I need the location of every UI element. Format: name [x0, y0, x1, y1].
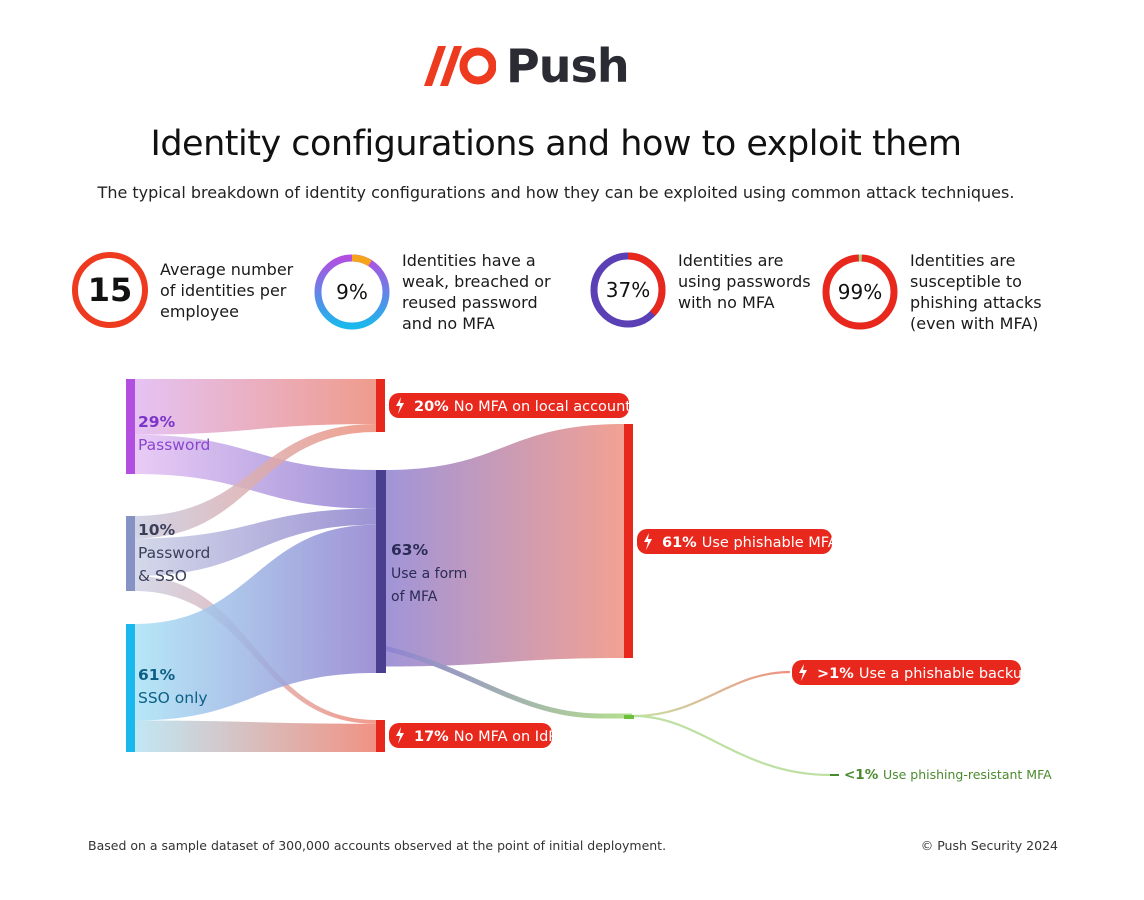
svg-text:17% No MFA on IdP: 17% No MFA on IdP — [414, 729, 557, 745]
sankey-node-split — [624, 715, 634, 719]
resistant-marker — [830, 774, 839, 776]
stat-description: Identities are susceptible to phishing att… — [910, 251, 1042, 333]
stat-phishing-susceptible: 99% Identities are susceptible to phishing… — [820, 250, 1042, 334]
stat-password-no-mfa: 37% Identities are using passwords with no… — [588, 250, 811, 330]
stat-description: Identities have a weak, breached or reused… — [402, 251, 551, 333]
sankey-links — [134, 379, 831, 777]
sankey-node-local — [376, 379, 385, 432]
sankey-link-password-local — [134, 379, 376, 435]
stat-donut-icon: 37% — [590, 252, 666, 328]
exploit-pill-local: 20% No MFA on local account — [389, 393, 631, 418]
svg-text:>1% Use a phishable backup: >1% Use a phishable backup — [817, 666, 1031, 682]
lightning-icon — [799, 664, 807, 681]
sankey-node-sso — [126, 624, 135, 752]
sankey-node-pw_sso — [126, 516, 135, 591]
sankey-link-mfa-split — [383, 645, 632, 719]
stat-ring-icon: 15 — [72, 252, 148, 328]
sankey-node-mfa — [376, 470, 386, 673]
sankey-label-pw_sso: 10% Password & SSO — [138, 521, 210, 585]
exploit-pill-backup: >1% Use a phishable backup — [792, 660, 1031, 685]
sankey-link-mfa-phishable — [384, 424, 624, 667]
sankey-link-mfa-resistant — [633, 714, 831, 777]
stat-value: 9% — [336, 280, 368, 304]
lightning-icon — [396, 727, 404, 744]
sankey-label-mfa: 63% Use a form of MFA — [391, 541, 467, 605]
page-title: Identity configurations and how to explo… — [150, 124, 962, 164]
page-subtitle: The typical breakdown of identity config… — [97, 183, 1015, 202]
sankey-link-pw_sso-mfa — [134, 508, 376, 576]
stat-value: 37% — [606, 278, 650, 302]
stat-description: Average number of identities per employee — [160, 259, 294, 321]
footer-copyright: © Push Security 2024 — [920, 838, 1058, 853]
exploit-pill-phishable: 61% Use phishable MFA — [637, 529, 838, 554]
brand-name: Push — [506, 39, 630, 93]
svg-text:20% No MFA on local account: 20% No MFA on local account — [414, 399, 631, 415]
stat-donut-icon: 9% — [314, 254, 390, 330]
sankey-node-phishable — [624, 424, 633, 658]
stat-donut-icon: 99% — [822, 254, 898, 330]
lightning-icon — [396, 397, 404, 414]
sankey-label-resistant: <1% Use phishing-resistant MFA — [844, 767, 1052, 783]
push-logo: Push — [414, 39, 630, 93]
sankey-nodes — [126, 379, 633, 752]
lightning-icon — [644, 533, 652, 550]
stat-value: 15 — [88, 271, 133, 309]
stat-description: Identities are using passwords with no MFA — [678, 250, 811, 312]
stat-value: 99% — [838, 280, 882, 304]
sankey-label-sso: 61% SSO only — [138, 666, 208, 707]
sankey-link-sso-mfa — [134, 524, 376, 721]
sankey-labels: 29% Password 10% Password & SSO 61% SSO only 63… — [138, 393, 1052, 783]
sankey-node-idp — [376, 720, 385, 752]
sankey-link-sso-idp — [134, 720, 376, 752]
exploit-pill-idp: 17% No MFA on IdP — [389, 723, 557, 748]
stat-weak-password: 9% Identities have a weak, breached or reu… — [312, 250, 551, 334]
sankey-node-password — [126, 379, 135, 474]
stat-identities-per-employee: 15 Average number of identities per employ… — [70, 250, 293, 330]
push-logo-icon — [424, 46, 496, 86]
footer-note: Based on a sample dataset of 300,000 acc… — [88, 838, 667, 853]
sankey-label-password: 29% Password — [138, 413, 210, 454]
sankey-link-mfa-backup — [633, 670, 791, 718]
sankey-link-pw_sso-local — [134, 424, 376, 539]
svg-text:61% Use phishable MFA: 61% Use phishable MFA — [662, 535, 838, 551]
